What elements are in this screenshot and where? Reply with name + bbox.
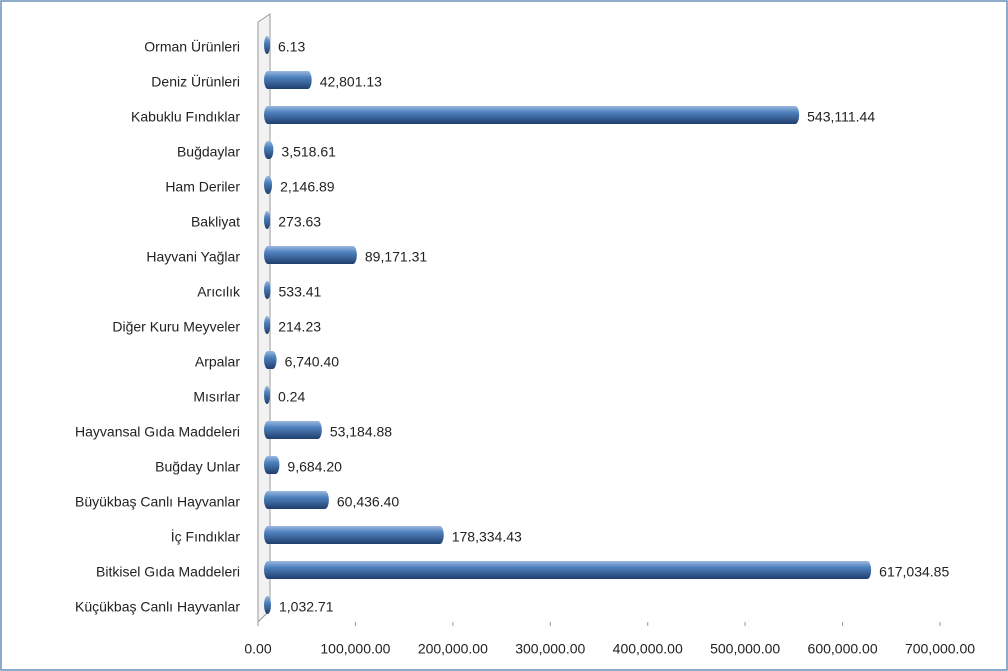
bar (264, 491, 329, 509)
bar (264, 316, 271, 334)
x-tick-label: 200,000.00 (418, 641, 488, 657)
value-label: 60,436.40 (337, 494, 399, 510)
bar (264, 141, 274, 159)
bar (264, 211, 271, 229)
value-label: 214.23 (278, 319, 321, 335)
value-label: 42,801.13 (320, 74, 382, 90)
bar (264, 561, 872, 579)
y-tick-label: Buğdaylar (177, 144, 240, 160)
value-label: 3,518.61 (281, 144, 336, 160)
y-tick-label: Arıcılık (197, 284, 241, 300)
bar (264, 386, 271, 404)
bar (264, 421, 322, 439)
x-tick-label: 600,000.00 (808, 641, 878, 657)
value-label: 0.24 (278, 389, 305, 405)
value-label: 617,034.85 (879, 564, 949, 580)
y-tick-label: Buğday Unlar (155, 459, 240, 475)
y-tick-label: Ham Deriler (165, 179, 240, 195)
x-tick-label: 0.00 (244, 641, 271, 657)
y-tick-label: İç Fındıklar (171, 528, 241, 545)
value-label: 9,684.20 (287, 459, 342, 475)
y-tick-label: Hayvani Yağlar (146, 249, 240, 265)
y-tick-label: Mısırlar (193, 389, 240, 405)
bar (264, 71, 312, 89)
y-tick-label: Arpalar (195, 354, 240, 370)
value-label: 533.41 (279, 284, 322, 300)
bar (264, 36, 271, 54)
x-tick-label: 700,000.00 (905, 641, 975, 657)
y-tick-label: Bitkisel Gıda Maddeleri (96, 564, 240, 580)
y-tick-label: Orman Ürünleri (144, 38, 240, 55)
x-tick-label: 100,000.00 (320, 641, 390, 657)
y-tick-label: Kabuklu Fındıklar (131, 109, 240, 125)
bar (264, 596, 272, 614)
bar (264, 281, 271, 299)
y-tick-label: Diğer Kuru Meyveler (112, 319, 240, 335)
value-label: 6,740.40 (285, 354, 340, 370)
y-tick-label: Deniz Ürünleri (151, 73, 240, 90)
bar (264, 526, 444, 544)
x-tick-label: 300,000.00 (515, 641, 585, 657)
bar (264, 456, 280, 474)
value-label: 6.13 (278, 39, 305, 55)
value-label: 53,184.88 (330, 424, 392, 440)
bar (264, 106, 800, 124)
x-tick-label: 400,000.00 (613, 641, 683, 657)
y-tick-label: Bakliyat (191, 214, 240, 230)
x-tick-label: 500,000.00 (710, 641, 780, 657)
value-label: 178,334.43 (452, 529, 522, 545)
bar (264, 176, 273, 194)
bar (264, 351, 277, 369)
value-label: 2,146.89 (280, 179, 335, 195)
value-label: 1,032.71 (279, 599, 334, 615)
y-tick-label: Büyükbaş Canlı Hayvanlar (75, 494, 240, 510)
value-label: 273.63 (278, 214, 321, 230)
y-tick-label: Hayvansal Gıda Maddeleri (75, 424, 240, 440)
value-label: 89,171.31 (365, 249, 427, 265)
value-label: 543,111.44 (807, 109, 875, 125)
y-tick-label: Küçükbaş Canlı Hayvanlar (75, 599, 240, 615)
bar (264, 246, 357, 264)
